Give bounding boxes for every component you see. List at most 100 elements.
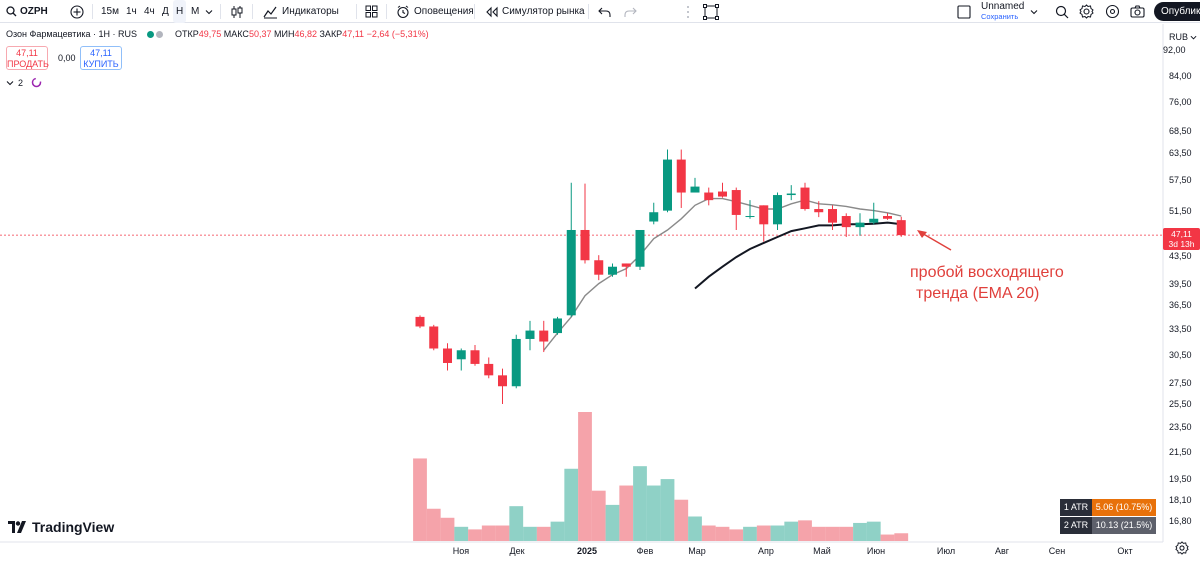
buy-button[interactable]: 47,11 КУПИТЬ — [80, 46, 122, 70]
interval-day[interactable]: Д — [162, 6, 169, 17]
search-icon — [6, 6, 17, 17]
publish-button[interactable]: Опублик — [1154, 2, 1200, 21]
time-tick: Май — [813, 546, 831, 556]
camera-icon — [1130, 5, 1145, 18]
volume-bar — [523, 526, 537, 541]
ema-slow-line — [694, 221, 902, 290]
fullscreen-toggle-button[interactable] — [1105, 0, 1120, 23]
candle — [841, 213, 851, 237]
candle-body — [580, 229, 590, 261]
candle — [470, 344, 480, 366]
candle — [800, 182, 810, 211]
candle-body — [773, 195, 782, 225]
candle — [594, 255, 604, 281]
candle — [498, 368, 507, 404]
volume-bar — [550, 521, 565, 541]
fullscreen-button[interactable] — [703, 0, 719, 23]
volume-bar — [605, 504, 620, 541]
market-status-icon — [146, 30, 154, 38]
chart-settings-button[interactable] — [1175, 541, 1189, 560]
snapshot-button[interactable] — [1130, 0, 1145, 23]
candle-body — [635, 229, 645, 267]
volume-bar — [729, 529, 744, 541]
compare-button[interactable] — [70, 0, 84, 23]
candle — [553, 316, 562, 335]
divider — [220, 4, 221, 19]
interval-dropdown[interactable] — [205, 0, 213, 23]
symbol-label: OZPH — [20, 6, 48, 17]
volume-bar — [509, 506, 524, 541]
candle — [759, 205, 769, 242]
interval-week[interactable]: Н — [173, 0, 187, 23]
candle-body — [594, 260, 604, 275]
buy-price: 47,11 — [90, 48, 112, 58]
symbol-title[interactable]: Озон Фармацевтика · 1Н · RUS — [6, 29, 137, 39]
volume-bar — [440, 517, 455, 541]
candle-body — [539, 330, 549, 342]
time-tick: Окт — [1117, 546, 1133, 556]
interval-month[interactable]: М — [191, 6, 200, 17]
layout-checkbox[interactable] — [957, 0, 971, 23]
indicators-collapse-toggle[interactable]: 2 — [6, 77, 42, 88]
currency-selector[interactable]: RUB — [1169, 32, 1197, 42]
volume-bar — [825, 526, 840, 541]
volume-bar — [784, 521, 799, 541]
interval-1h[interactable]: 1ч — [126, 6, 137, 17]
candle — [814, 201, 824, 218]
undo-button[interactable] — [598, 0, 611, 23]
volume-bar — [454, 526, 469, 541]
alerts-button[interactable]: Оповещения — [396, 0, 474, 23]
tradingview-logo[interactable]: TradingView — [8, 519, 114, 535]
alert-icon — [397, 5, 409, 18]
volume-bars — [413, 412, 909, 541]
indicators-button[interactable]: Индикаторы — [263, 0, 339, 23]
divider — [252, 4, 253, 19]
settings-icon — [1079, 4, 1094, 19]
volume-bar — [743, 526, 757, 541]
layout-dropdown[interactable] — [1030, 0, 1038, 23]
candle-body — [731, 190, 741, 215]
candle — [869, 202, 879, 225]
candle-body — [553, 318, 562, 334]
drag-handle[interactable] — [686, 0, 690, 23]
chevron-down-icon — [6, 80, 14, 85]
search-icon — [1055, 5, 1069, 18]
sell-button[interactable]: 47,11 ПРОДАТЬ — [6, 46, 49, 70]
candle-body — [456, 350, 466, 360]
indicators-icon — [263, 6, 277, 18]
layout-name-button[interactable]: Unnamed Сохранить — [981, 0, 1025, 21]
candle — [443, 343, 452, 371]
ohlc-values: ОТКР49,75 МАКС50,37 МИН46,82 ЗАКР47,11 −… — [174, 29, 429, 39]
volume-bar — [894, 533, 909, 541]
quick-search-button[interactable] — [1055, 0, 1069, 23]
templates-button[interactable] — [365, 0, 378, 23]
interval-15m[interactable]: 15м — [101, 6, 119, 17]
settings-button[interactable] — [1079, 0, 1094, 23]
time-tick: Дек — [509, 546, 525, 556]
candle-body — [814, 209, 824, 213]
symbol-search-button[interactable]: OZPH — [6, 0, 48, 23]
chart-type-button[interactable] — [230, 0, 244, 23]
replay-button[interactable]: Симулятор рынка — [485, 0, 585, 23]
candle — [773, 192, 782, 230]
bar-countdown: 3d 13h — [1168, 239, 1195, 250]
volume-bar — [564, 468, 579, 541]
settings-icon — [1175, 541, 1189, 555]
candle-body — [718, 191, 727, 197]
volume-bar — [866, 521, 881, 541]
current-price-label: 47,11 3d 13h — [1163, 228, 1200, 251]
chart-annotation[interactable]: пробой восходящего тренда (EMA 20) — [910, 262, 1064, 304]
interval-4h[interactable]: 4ч — [144, 6, 155, 17]
volume-bar — [578, 412, 592, 541]
buy-label: КУПИТЬ — [83, 59, 119, 69]
tradingview-icon — [8, 521, 26, 533]
redo-button[interactable] — [624, 0, 637, 23]
candle-body — [869, 218, 879, 223]
candle-body — [470, 350, 480, 364]
candle — [580, 183, 590, 264]
candle — [676, 149, 686, 208]
volume-bar — [633, 466, 647, 541]
time-tick: Июн — [866, 546, 886, 556]
time-tick: Авг — [994, 546, 1010, 556]
